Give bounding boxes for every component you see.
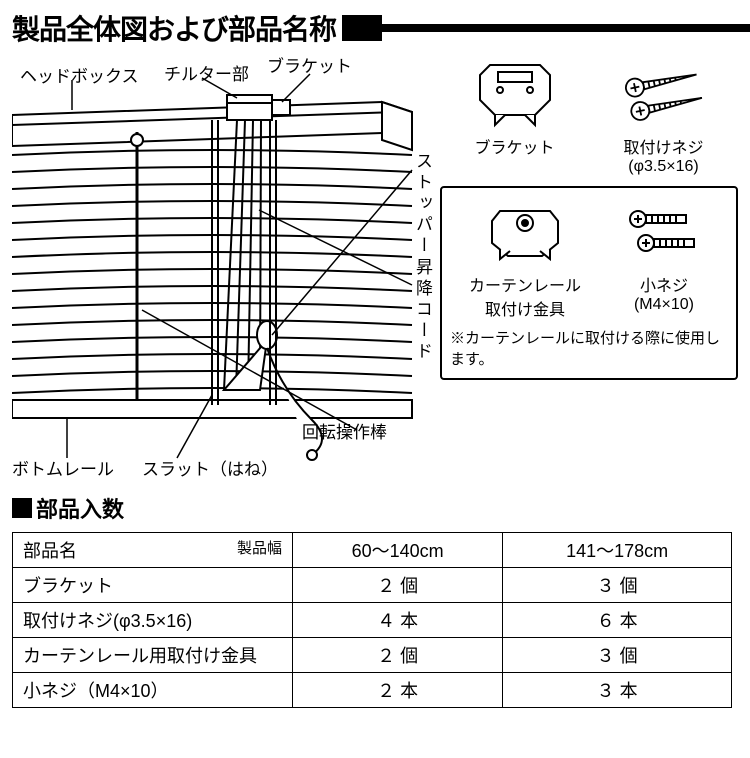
rail-parts-box: カーテンレール 取付け金具 [440,186,738,380]
label-stopper: ストッパー [410,152,435,257]
bracket-icon [470,60,560,130]
part-screw1: 取付けネジ (φ3.5×16) [619,60,709,176]
product-diagram: ヘッドボックス チルター部 ブラケット ストッパー 昇降コード 回転操作棒 ボト… [12,60,432,480]
part-railfix: カーテンレール 取付け金具 [469,198,581,320]
part-railfix-label1: カーテンレール [469,272,581,296]
section2-title: 部品入数 [36,492,124,524]
square-bullet-icon [12,498,32,518]
th-partname: 部品名 製品幅 [13,533,293,568]
table-row: ブラケット２ 個３ 個 [13,568,732,603]
table-row: 小ネジ（M4×10）２ 本３ 本 [13,673,732,708]
table-row: 取付けネジ(φ3.5×16)４ 本６ 本 [13,603,732,638]
table-cell: ３ 個 [503,568,732,603]
part-railfix-label2: 取付け金具 [469,296,581,320]
table-cell: 取付けネジ(φ3.5×16) [13,603,293,638]
table-cell: 小ネジ（M4×10） [13,673,293,708]
th-width2: 141～178cm [503,533,732,568]
table-cell: ６ 本 [503,603,732,638]
railfix-icon [480,198,570,268]
table-cell: ４ 本 [293,603,503,638]
title-block-icon [342,15,382,41]
blind-diagram-svg [12,60,432,480]
part-screw1-spec: (φ3.5×16) [619,158,709,176]
table-cell: ２ 個 [293,568,503,603]
section-parts-count: 部品入数 [12,492,750,524]
screw1-icon [619,60,709,130]
table-cell: カーテンレール用取付け金具 [13,638,293,673]
part-screw1-label: 取付けネジ [619,134,709,158]
part-bracket-label: ブラケット [470,134,560,158]
label-cord: 昇降コード [410,258,435,363]
rail-note: ※カーテンレールに取付ける際に使用します。 [450,328,728,370]
part-bracket: ブラケット [470,60,560,176]
title-tail-icon [382,24,750,32]
table-header-row: 部品名 製品幅 60～140cm 141～178cm [13,533,732,568]
title-bar: 製品全体図および部品名称 [12,8,750,48]
part-screw2: 小ネジ (M4×10) [619,198,709,320]
table-row: カーテンレール用取付け金具２ 個３ 個 [13,638,732,673]
label-wand: 回転操作棒 [302,418,387,443]
table-cell: ２ 本 [293,673,503,708]
label-headbox: ヘッドボックス [20,62,139,87]
th-width1: 60～140cm [293,533,503,568]
parts-column: ブラケット [432,60,738,480]
page-title: 製品全体図および部品名称 [12,8,336,48]
table-cell: ２ 個 [293,638,503,673]
table-cell: ３ 本 [503,673,732,708]
table-cell: ブラケット [13,568,293,603]
label-tilter: チルター部 [164,60,249,85]
part-screw2-label: 小ネジ [619,272,709,296]
label-slat: スラット（はね） [142,455,278,480]
table-cell: ３ 個 [503,638,732,673]
part-screw2-spec: (M4×10) [619,296,709,314]
parts-table: 部品名 製品幅 60～140cm 141～178cm ブラケット２ 個３ 個取付… [12,532,732,708]
screw2-icon [619,198,709,268]
label-bottomrail: ボトムレール [12,455,114,480]
label-bracket: ブラケット [267,52,352,77]
